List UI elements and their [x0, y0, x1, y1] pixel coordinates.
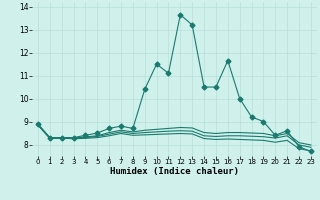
X-axis label: Humidex (Indice chaleur): Humidex (Indice chaleur) [110, 167, 239, 176]
